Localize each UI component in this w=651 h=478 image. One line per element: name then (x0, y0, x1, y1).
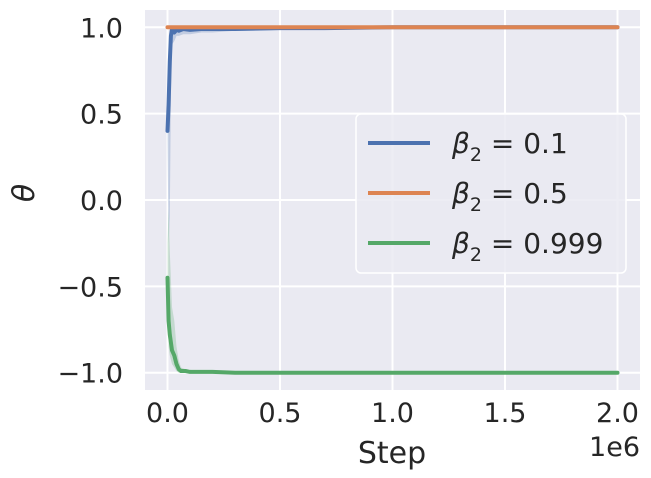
legend-label-symbol: β (451, 127, 470, 160)
x-tick-label: 1.5 (484, 398, 527, 429)
legend-label-subscript: 2 (470, 244, 482, 266)
y-tick-labels: 1.0 0.5 0.0 −0.5 −1.0 (57, 13, 123, 389)
x-tick-label: 0.0 (146, 398, 189, 429)
legend-label-value: = 0.999 (482, 227, 603, 260)
series-line-2 (165, 275, 620, 375)
legend-label-subscript: 2 (470, 144, 482, 166)
legend-label-1: β2 = 0.5 (451, 177, 568, 216)
legend-label-subscript: 2 (470, 194, 482, 216)
legend-label-0: β2 = 0.1 (451, 127, 568, 166)
x-axis-offset-label: 1e6 (589, 432, 640, 463)
legend-label-symbol: β (451, 227, 470, 260)
y-tick-label: 0.0 (80, 186, 123, 217)
x-tick-label: 2.0 (596, 398, 639, 429)
y-tick-label: −1.0 (57, 359, 123, 390)
x-tick-labels: 0.0 0.5 1.0 1.5 2.0 (146, 398, 639, 429)
legend-label-2: β2 = 0.999 (451, 227, 603, 266)
series-lines (165, 25, 620, 375)
legend: β2 = 0.1β2 = 0.5β2 = 0.999 (355, 113, 627, 274)
legend-box (355, 113, 627, 274)
legend-label-value: = 0.1 (482, 127, 568, 160)
y-tick-label: 1.0 (80, 13, 123, 44)
legend-label-value: = 0.5 (482, 177, 568, 210)
x-tick-label: 0.5 (259, 398, 302, 429)
x-tick-label: 1.0 (371, 398, 414, 429)
y-axis-label: θ (7, 184, 42, 202)
legend-label-symbol: β (451, 177, 470, 210)
x-axis-label: Step (358, 436, 426, 471)
y-tick-label: 0.5 (80, 100, 123, 131)
y-tick-label: −0.5 (57, 272, 123, 303)
